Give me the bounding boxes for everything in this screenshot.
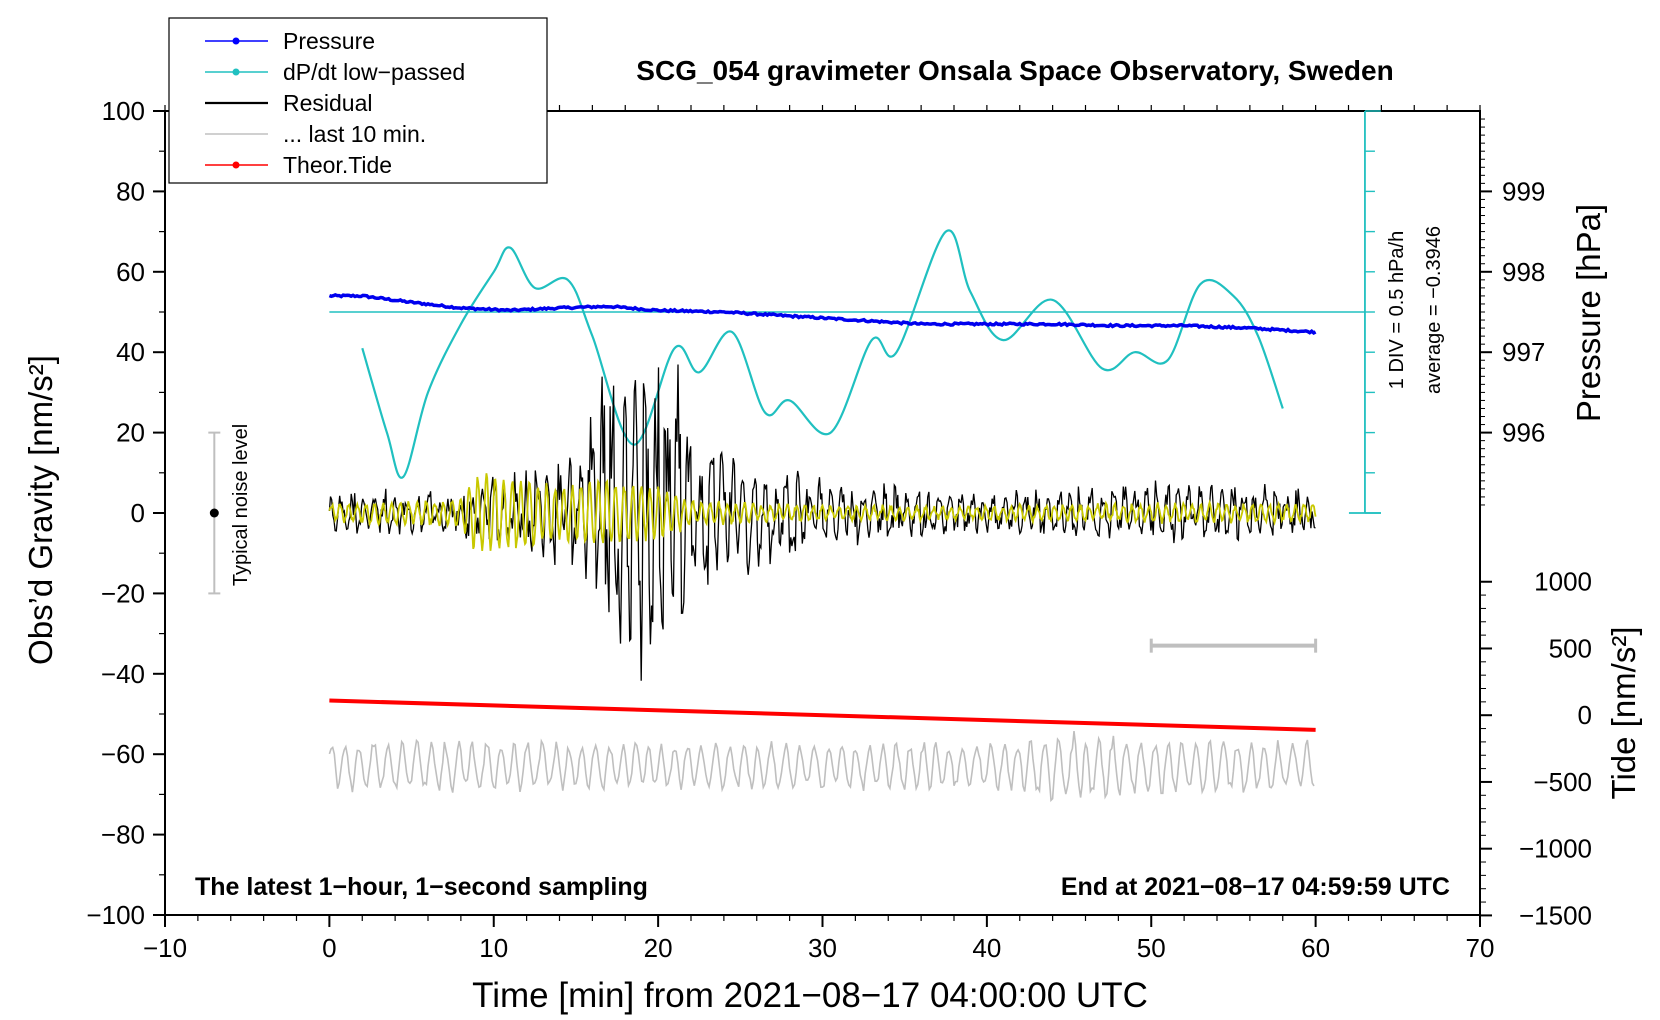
pressure-tick-label: 998 (1502, 257, 1545, 287)
dpdt-scale-div-label: 1 DIV = 0.5 hPa/h (1386, 231, 1408, 389)
pressure-line (328, 293, 1317, 335)
residual-line (328, 364, 1316, 681)
tide-tick-label: 1000 (1534, 567, 1592, 597)
dpdt-curve (361, 229, 1284, 479)
legend-label: Residual (283, 90, 373, 116)
tide-tick-label: 500 (1549, 633, 1592, 663)
legend-label: ... last 10 min. (283, 121, 426, 147)
x-tick-label: −10 (143, 933, 187, 963)
legend-marker (232, 161, 240, 169)
x-tick-label: 20 (644, 933, 673, 963)
dpdt-average-label: average = −0.3946 (1423, 226, 1445, 394)
last-10min-line (328, 731, 1315, 803)
axes-layer: −10 0 10 20 30 40 50 60 70−100−80−60−40−20020406… (86, 96, 1592, 963)
y-tick-label: 80 (116, 176, 145, 206)
pressure-tick-label: 997 (1502, 337, 1545, 367)
y-tick-label: 40 (116, 337, 145, 367)
x-tick-label: 0 (322, 933, 336, 963)
tide-line (329, 698, 1316, 732)
legend-marker (232, 37, 240, 45)
legend-label: Theor.Tide (283, 152, 392, 178)
tide-tick-label: 0 (1578, 700, 1592, 730)
noise-bar-center-dot (209, 508, 219, 518)
y-tick-label: 100 (102, 96, 145, 126)
y-tick-label: −100 (86, 900, 145, 930)
y-axis-label-left: Obs’d Gravity [nm/s²] (22, 355, 59, 665)
tide-tick-label: −1500 (1519, 900, 1592, 930)
y-axis-label-tide: Tide [nm/s²] (1605, 627, 1642, 800)
y-tick-label: 0 (131, 498, 145, 528)
legend-label: Pressure (283, 28, 375, 54)
x-axis-label: Time [min] from 2021−08−17 04:00:00 UTC (472, 976, 1148, 1015)
y-tick-label: 20 (116, 418, 145, 448)
x-tick-label: 50 (1137, 933, 1166, 963)
residual-filtered-line (328, 473, 1317, 551)
x-tick-label: 40 (972, 933, 1001, 963)
y-axis-label-pressure: Pressure [hPa] (1570, 204, 1607, 422)
x-tick-label: 60 (1301, 933, 1330, 963)
noise-level-label: Typical noise level (230, 424, 252, 586)
x-tick-label: 70 (1466, 933, 1495, 963)
tide-tick-label: −1000 (1519, 834, 1592, 864)
y-tick-label: 60 (116, 257, 145, 287)
pressure-tick-label: 999 (1502, 176, 1545, 206)
annotation-sampling: The latest 1−hour, 1−second sampling (195, 873, 648, 901)
chart-title: SCG_054 gravimeter Onsala Space Observat… (636, 55, 1393, 86)
x-tick-label: 30 (808, 933, 837, 963)
y-tick-label: −80 (101, 820, 145, 850)
legend-box (168, 17, 548, 184)
y-tick-label: −20 (101, 578, 145, 608)
x-tick-label: 10 (479, 933, 508, 963)
annotation-end-time: End at 2021−08−17 04:59:59 UTC (1061, 873, 1450, 901)
y-tick-label: −40 (101, 659, 145, 689)
y-tick-label: −60 (101, 739, 145, 769)
legend-label: dP/dt low−passed (283, 59, 465, 85)
legend: Pressure dP/dt low−passed Residual ... last… (168, 17, 548, 184)
tide-tick-label: −500 (1533, 767, 1592, 797)
series-layer (208, 110, 1381, 803)
pressure-tick-label: 996 (1502, 418, 1545, 448)
legend-marker (232, 68, 240, 76)
